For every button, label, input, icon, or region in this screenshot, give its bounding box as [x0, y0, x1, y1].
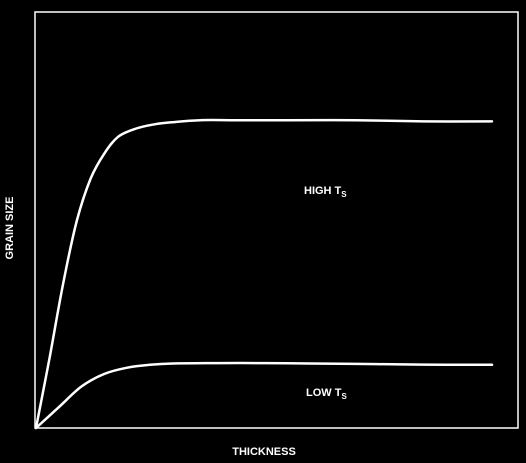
- x-axis-label: THICKNESS: [232, 446, 296, 458]
- low-ts-curve: [34, 361, 494, 430]
- high-ts-label-subscript: S: [341, 190, 347, 199]
- low-ts-label: LOW TS: [306, 387, 347, 401]
- low-ts-label-subscript: S: [341, 392, 347, 401]
- high-ts-curve: [34, 118, 494, 430]
- high-ts-label-main: HIGH T: [304, 185, 342, 197]
- high-ts-label: HIGH TS: [304, 185, 347, 199]
- plot-frame: [34, 11, 519, 429]
- y-axis-label: GRAIN SIZE: [4, 197, 16, 260]
- low-ts-label-main: LOW T: [306, 387, 342, 399]
- series-layer: [34, 118, 494, 430]
